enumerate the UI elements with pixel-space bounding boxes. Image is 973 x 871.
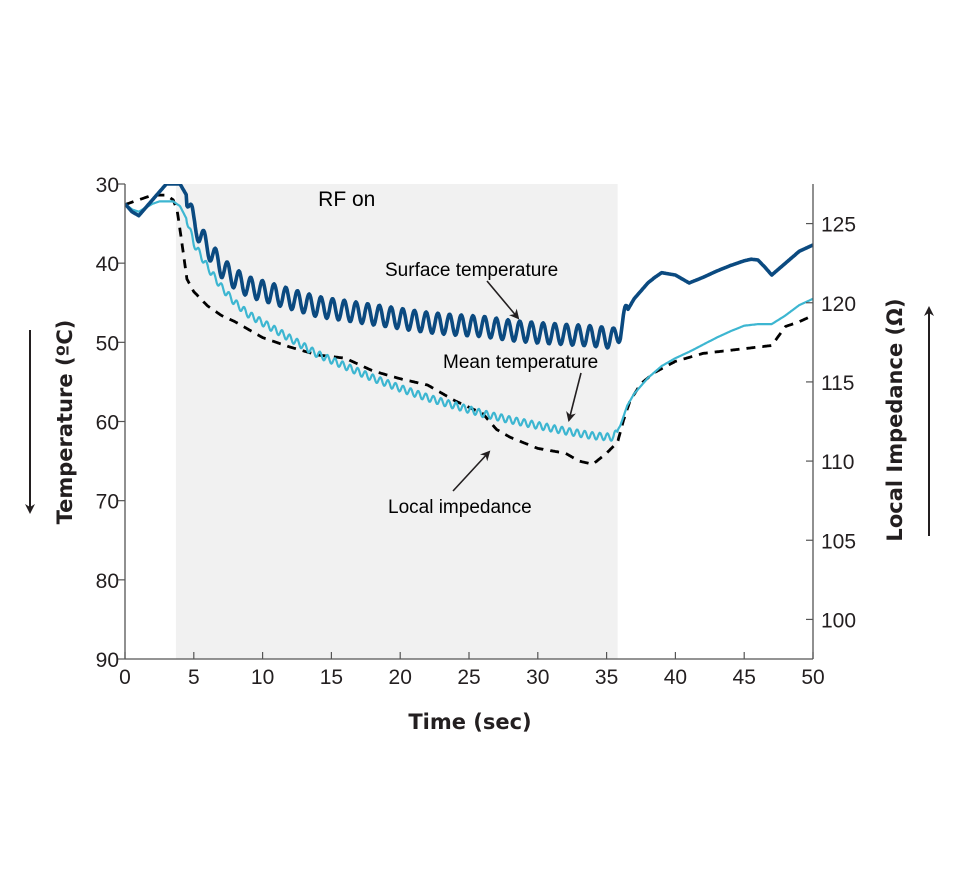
x-tick-label: 0	[119, 666, 131, 689]
x-tick-label: 45	[733, 666, 756, 689]
x-axis-title: Time (sec)	[408, 710, 531, 734]
left-y-tick-label: 50	[96, 332, 119, 355]
rf-on-label: RF on	[318, 188, 375, 211]
x-tick-label: 40	[664, 666, 687, 689]
right-y-tick-label: 105	[821, 530, 856, 553]
x-tick-label: 5	[188, 666, 200, 689]
right-y-tick-label: 115	[821, 372, 854, 395]
left-y-axis-title: Temperature (ºC)	[53, 320, 77, 525]
right-y-tick-label: 125	[821, 214, 856, 237]
x-tick-label: 35	[595, 666, 618, 689]
annotation-arrow-mean-temperature	[566, 372, 582, 422]
annotation-arrow-surface-temperature	[486, 280, 520, 320]
x-tick-label: 30	[526, 666, 549, 689]
x-tick-label: 15	[320, 666, 343, 689]
right-y-tick-label: 100	[821, 609, 856, 632]
left-y-tick-label: 60	[96, 412, 119, 435]
left-y-tick-label: 40	[96, 253, 119, 276]
left-y-tick-label: 70	[96, 491, 119, 514]
annotation-surface-temperature: Surface temperature	[385, 260, 558, 281]
x-tick-label: 50	[801, 666, 824, 689]
x-tick-label: 20	[389, 666, 412, 689]
annotation-arrow-local-impedance	[452, 450, 491, 492]
rf-on-shaded-region	[175, 184, 618, 659]
series-mean-temperature	[125, 200, 813, 442]
left-y-tick-label: 30	[96, 174, 119, 197]
left-y-tick-label: 90	[96, 649, 119, 672]
right-y-tick-label: 120	[821, 293, 856, 316]
left-y-tick-label: 80	[96, 570, 119, 593]
x-tick-label: 10	[251, 666, 274, 689]
x-tick-label: 25	[457, 666, 480, 689]
annotation-local-impedance: Local impedance	[388, 497, 532, 518]
right-y-axis-title: Local Impedance (Ω)	[883, 298, 907, 541]
series-local-impedance	[125, 193, 813, 466]
right-y-tick-label: 110	[821, 451, 854, 474]
annotation-mean-temperature: Mean temperature	[443, 352, 598, 373]
series-surface-temperature	[125, 184, 813, 350]
